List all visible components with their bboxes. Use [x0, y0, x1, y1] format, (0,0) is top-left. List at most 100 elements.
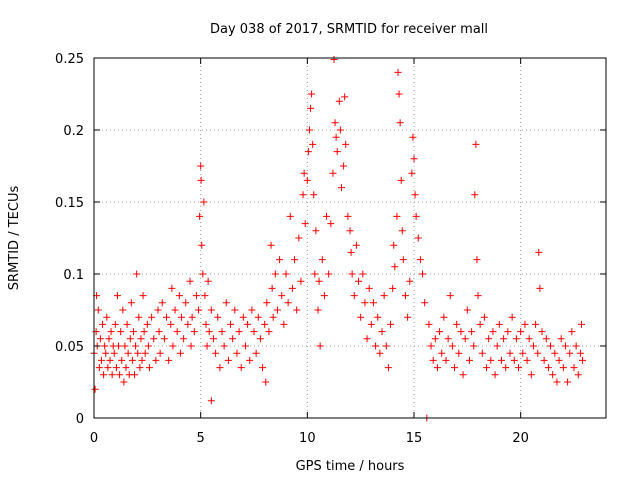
data-point	[444, 335, 452, 343]
data-point	[138, 356, 146, 364]
data-point	[158, 299, 166, 307]
data-point	[394, 68, 402, 76]
data-point	[106, 356, 114, 364]
data-point	[121, 342, 129, 350]
data-point	[527, 371, 535, 379]
data-point	[203, 342, 211, 350]
data-point	[359, 270, 367, 278]
data-points	[90, 55, 587, 422]
data-point	[140, 328, 148, 336]
data-point	[574, 371, 582, 379]
data-point	[102, 349, 110, 357]
data-point	[523, 356, 531, 364]
data-point	[446, 292, 454, 300]
data-point	[134, 349, 142, 357]
data-point	[535, 248, 543, 256]
data-point	[248, 306, 256, 314]
data-point	[95, 364, 103, 372]
data-point	[561, 342, 569, 350]
data-point	[393, 212, 401, 220]
data-point	[187, 342, 195, 350]
axis-ticks	[93, 57, 606, 419]
data-point	[500, 335, 508, 343]
data-point	[534, 349, 542, 357]
data-point	[176, 349, 184, 357]
data-point	[352, 241, 360, 249]
data-point	[235, 328, 243, 336]
data-point	[104, 364, 112, 372]
data-point	[263, 299, 271, 307]
data-point	[320, 292, 328, 300]
data-point	[307, 104, 315, 112]
data-point	[261, 320, 269, 328]
y-tick-label: 0.1	[63, 268, 84, 283]
data-point	[143, 320, 151, 328]
data-point	[107, 328, 115, 336]
data-point	[483, 364, 491, 372]
data-point	[94, 306, 102, 314]
data-point	[284, 299, 292, 307]
data-point	[442, 356, 450, 364]
data-point	[280, 320, 288, 328]
data-point	[421, 299, 429, 307]
y-tick-label: 0.15	[55, 196, 84, 211]
data-point	[390, 241, 398, 249]
data-point	[165, 356, 173, 364]
data-point	[529, 342, 537, 350]
data-point	[380, 292, 388, 300]
x-tick-label: 15	[406, 431, 423, 446]
data-point	[117, 328, 125, 336]
data-point	[186, 277, 194, 285]
data-point	[311, 270, 319, 278]
data-point	[476, 320, 484, 328]
data-point	[171, 306, 179, 314]
data-point	[547, 342, 555, 350]
data-point	[376, 349, 384, 357]
data-point	[184, 320, 192, 328]
data-point	[256, 335, 264, 343]
data-point	[220, 342, 228, 350]
data-point	[332, 133, 340, 141]
data-point	[515, 364, 523, 372]
data-point	[123, 320, 131, 328]
data-point	[470, 342, 478, 350]
data-point	[91, 385, 99, 393]
data-point	[205, 328, 213, 336]
data-point	[347, 248, 355, 256]
data-point	[357, 313, 365, 321]
chart-title: Day 038 of 2017, SRMTID for receiver mal…	[210, 22, 488, 37]
data-point	[190, 328, 198, 336]
data-point	[425, 320, 433, 328]
data-point	[448, 342, 456, 350]
data-point	[168, 284, 176, 292]
data-point	[350, 292, 358, 300]
y-tick-label: 0	[76, 412, 84, 427]
data-point	[118, 356, 126, 364]
data-point	[378, 328, 386, 336]
data-point	[517, 328, 525, 336]
data-point	[323, 212, 331, 220]
data-point	[103, 313, 111, 321]
data-point	[431, 335, 439, 343]
data-point	[197, 176, 205, 184]
data-point	[111, 320, 119, 328]
data-point	[468, 328, 476, 336]
data-point	[540, 356, 548, 364]
data-point	[544, 364, 552, 372]
data-point	[216, 364, 224, 372]
data-point	[305, 126, 313, 134]
data-point	[412, 212, 420, 220]
data-point	[510, 356, 518, 364]
data-point	[549, 371, 557, 379]
data-point	[288, 284, 296, 292]
data-point	[489, 328, 497, 336]
data-point	[327, 220, 335, 228]
data-point	[222, 299, 230, 307]
data-point	[252, 349, 260, 357]
data-point	[188, 313, 196, 321]
data-point	[124, 349, 132, 357]
data-point	[237, 364, 245, 372]
data-point	[110, 349, 118, 357]
data-point	[224, 356, 232, 364]
data-point	[330, 55, 338, 63]
